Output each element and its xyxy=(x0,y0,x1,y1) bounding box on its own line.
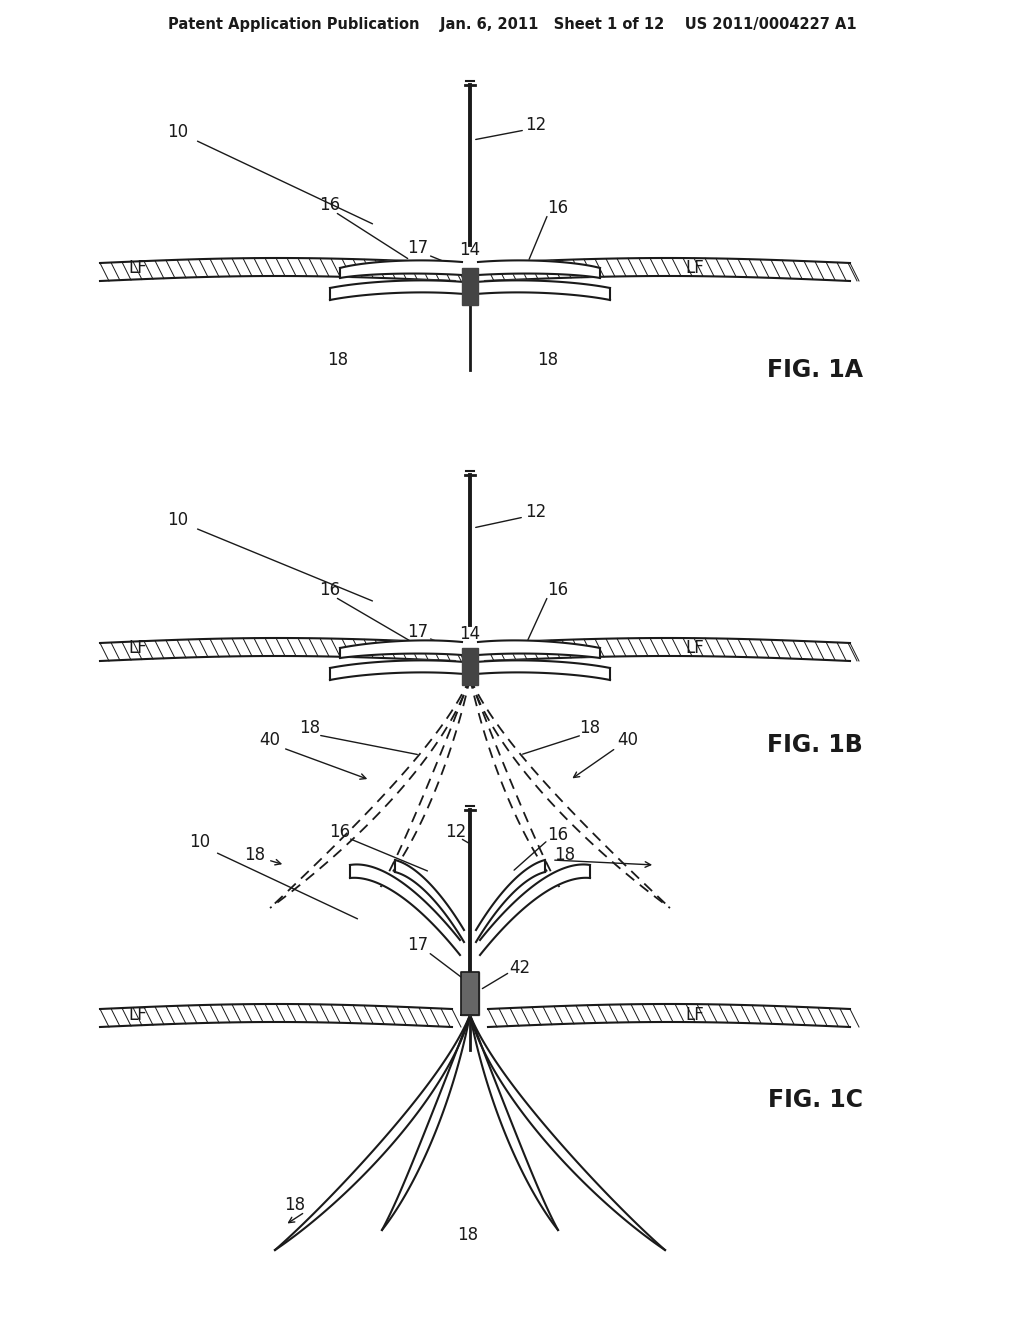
Text: 16: 16 xyxy=(319,581,341,599)
Polygon shape xyxy=(485,638,850,661)
Polygon shape xyxy=(330,660,464,680)
Text: 40: 40 xyxy=(259,731,281,748)
Text: 18: 18 xyxy=(554,846,575,865)
Text: LF: LF xyxy=(686,259,705,277)
Text: 12: 12 xyxy=(525,503,547,521)
Polygon shape xyxy=(395,861,464,942)
Text: 18: 18 xyxy=(580,719,600,737)
Polygon shape xyxy=(382,1015,470,1230)
Polygon shape xyxy=(462,648,478,685)
Polygon shape xyxy=(330,280,464,300)
Polygon shape xyxy=(480,865,590,954)
Text: 18: 18 xyxy=(328,351,348,370)
Text: 18: 18 xyxy=(285,1196,305,1214)
Text: 18: 18 xyxy=(458,1226,478,1243)
Text: 40: 40 xyxy=(617,731,639,748)
Text: 42: 42 xyxy=(509,960,530,977)
Text: 10: 10 xyxy=(168,511,188,529)
Text: 18: 18 xyxy=(245,846,265,865)
Text: FIG. 1B: FIG. 1B xyxy=(767,733,863,756)
Text: 10: 10 xyxy=(189,833,211,851)
Text: 17: 17 xyxy=(408,936,429,954)
Text: LF: LF xyxy=(686,1006,705,1024)
Polygon shape xyxy=(100,638,455,661)
Text: LF: LF xyxy=(129,639,147,657)
Polygon shape xyxy=(340,640,462,657)
Polygon shape xyxy=(470,678,670,908)
Text: 12: 12 xyxy=(445,822,467,841)
Polygon shape xyxy=(476,660,610,680)
Text: 16: 16 xyxy=(319,195,341,214)
Text: 16: 16 xyxy=(548,199,568,216)
Polygon shape xyxy=(485,257,850,281)
Polygon shape xyxy=(470,678,560,888)
Text: 17: 17 xyxy=(408,623,429,642)
Polygon shape xyxy=(275,1015,470,1250)
Text: LF: LF xyxy=(129,1006,147,1024)
Polygon shape xyxy=(100,1005,452,1027)
Polygon shape xyxy=(340,260,462,279)
Polygon shape xyxy=(476,280,610,300)
Polygon shape xyxy=(478,260,600,279)
Polygon shape xyxy=(100,257,455,281)
Polygon shape xyxy=(270,678,470,908)
Polygon shape xyxy=(470,1015,665,1250)
Text: 14: 14 xyxy=(460,242,480,259)
Text: 17: 17 xyxy=(408,239,429,257)
Polygon shape xyxy=(476,861,545,942)
Text: LF: LF xyxy=(129,259,147,277)
Text: 16: 16 xyxy=(548,826,568,843)
Polygon shape xyxy=(488,1005,850,1027)
Text: LF: LF xyxy=(686,639,705,657)
Text: 16: 16 xyxy=(330,822,350,841)
Text: 18: 18 xyxy=(538,351,558,370)
Polygon shape xyxy=(380,678,470,888)
Polygon shape xyxy=(350,865,460,954)
Text: 16: 16 xyxy=(548,581,568,599)
Text: FIG. 1C: FIG. 1C xyxy=(768,1088,862,1111)
Text: 10: 10 xyxy=(168,123,188,141)
Polygon shape xyxy=(461,972,479,1015)
Text: 14: 14 xyxy=(460,624,480,643)
Text: Patent Application Publication    Jan. 6, 2011   Sheet 1 of 12    US 2011/000422: Patent Application Publication Jan. 6, 2… xyxy=(168,17,856,33)
Polygon shape xyxy=(470,1015,558,1230)
Polygon shape xyxy=(478,640,600,657)
Text: 18: 18 xyxy=(299,719,321,737)
Text: FIG. 1A: FIG. 1A xyxy=(767,358,863,381)
Polygon shape xyxy=(462,268,478,305)
Text: 12: 12 xyxy=(525,116,547,135)
